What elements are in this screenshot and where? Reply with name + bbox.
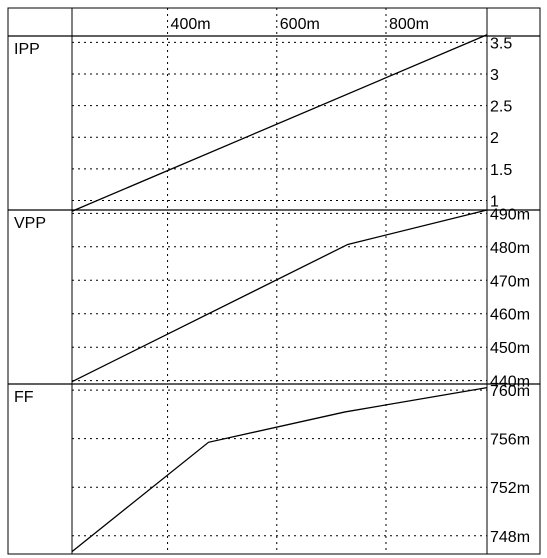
y-tick-label: 760m bbox=[490, 383, 530, 400]
y-tick-label: 2 bbox=[490, 130, 499, 147]
y-tick-label: 480m bbox=[490, 240, 530, 257]
y-tick-label: 1.5 bbox=[490, 162, 512, 179]
y-tick-label: 1 bbox=[490, 194, 499, 211]
y-tick-label: 748m bbox=[490, 529, 530, 546]
series-layer bbox=[71, 34, 488, 553]
label-layer: 400m 600m 800m IPP 1 1.5 2 2.5 3 3.5 VPP 440m 450m 46… bbox=[14, 16, 530, 546]
panel-label: IPP bbox=[14, 41, 40, 58]
series-line bbox=[71, 386, 488, 553]
x-tick-label: 600m bbox=[280, 16, 320, 33]
panel-label: VPP bbox=[14, 215, 46, 232]
y-tick-label: 470m bbox=[490, 273, 530, 290]
panel-label: FF bbox=[14, 389, 34, 406]
outer-frame bbox=[7, 7, 541, 555]
y-tick-label: 490m bbox=[490, 206, 530, 223]
y-tick-label: 756m bbox=[490, 432, 530, 449]
y-tick-label: 2.5 bbox=[490, 99, 512, 116]
x-tick-label: 400m bbox=[171, 16, 211, 33]
series-line bbox=[71, 34, 488, 212]
y-tick-label: 450m bbox=[490, 340, 530, 357]
series-line bbox=[71, 209, 488, 383]
grid-layer bbox=[72, 8, 487, 554]
y-tick-label: 3 bbox=[490, 67, 499, 84]
frame-layer bbox=[7, 7, 541, 555]
y-tick-label: 752m bbox=[490, 480, 530, 497]
y-tick-label: 440m bbox=[490, 374, 530, 391]
y-tick-label: 460m bbox=[490, 307, 530, 324]
y-tick-label: 3.5 bbox=[490, 35, 512, 52]
x-tick-label: 800m bbox=[389, 16, 429, 33]
